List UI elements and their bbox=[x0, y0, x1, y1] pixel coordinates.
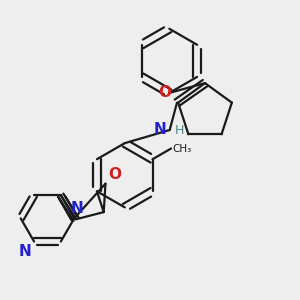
Text: H: H bbox=[174, 124, 184, 136]
Text: CH₃: CH₃ bbox=[172, 143, 192, 154]
Text: O: O bbox=[158, 85, 171, 100]
Text: N: N bbox=[19, 244, 32, 259]
Text: N: N bbox=[154, 122, 167, 137]
Text: O: O bbox=[108, 167, 121, 182]
Text: N: N bbox=[70, 201, 83, 216]
